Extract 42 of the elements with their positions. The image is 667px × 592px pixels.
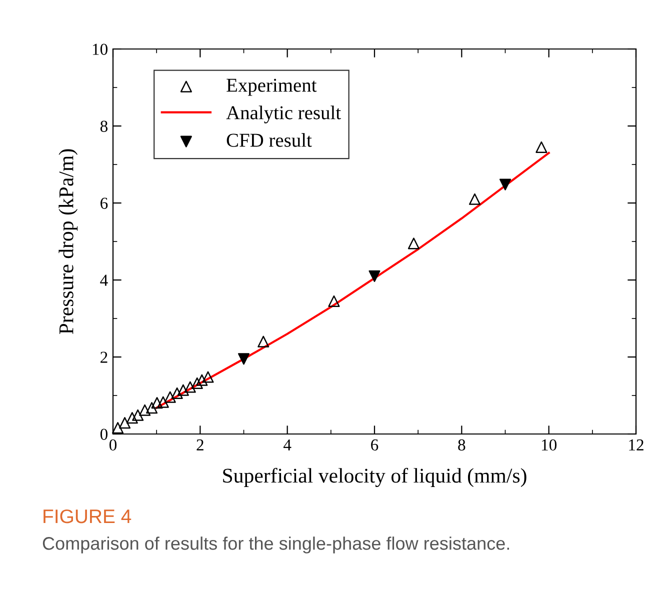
text: Comparison of results for the single-phase flow resistance. xyxy=(42,536,510,554)
point xyxy=(146,402,158,414)
point xyxy=(202,371,214,383)
legend-label: Analytic result xyxy=(226,106,341,124)
y-tick-label: 4 xyxy=(100,274,108,286)
point xyxy=(139,404,151,416)
point xyxy=(191,377,203,389)
point xyxy=(258,336,270,348)
x-axis-title: Superficial velocity of liquid (mm/s) xyxy=(223,468,526,488)
x-tick-label: 8 xyxy=(458,439,466,451)
y-tick-label: 6 xyxy=(100,198,108,209)
y-tick-label: 8 xyxy=(100,120,108,132)
x-tick-label: 0 xyxy=(109,439,117,451)
point xyxy=(132,409,144,421)
y-tick-label: 0 xyxy=(100,428,108,440)
y-tick-label: 10 xyxy=(92,44,108,55)
point xyxy=(164,391,176,403)
point xyxy=(536,141,548,153)
point xyxy=(468,193,481,205)
x-tick-label: 4 xyxy=(283,439,292,450)
point xyxy=(177,384,189,396)
point xyxy=(408,238,420,250)
y-tick-label: 2 xyxy=(100,352,108,363)
point xyxy=(196,374,208,386)
point xyxy=(157,396,169,408)
point xyxy=(151,397,163,409)
legend-label: CFD result xyxy=(226,133,312,147)
y-axis-title: Pressure drop (kPa/m) xyxy=(58,149,78,334)
point xyxy=(499,178,512,190)
point xyxy=(118,417,131,429)
x-tick-label: 6 xyxy=(371,439,378,451)
x-tick-label: 2 xyxy=(196,439,204,450)
point xyxy=(368,270,380,282)
caption: FIGURE 4 xyxy=(44,509,132,524)
x-tick-label: 10 xyxy=(542,439,557,451)
point xyxy=(184,381,196,393)
x-tick-label: 12 xyxy=(629,439,644,450)
legend-label: Experiment xyxy=(226,78,317,96)
point xyxy=(126,412,138,424)
point xyxy=(238,353,250,365)
point xyxy=(328,295,340,307)
point xyxy=(171,387,183,399)
